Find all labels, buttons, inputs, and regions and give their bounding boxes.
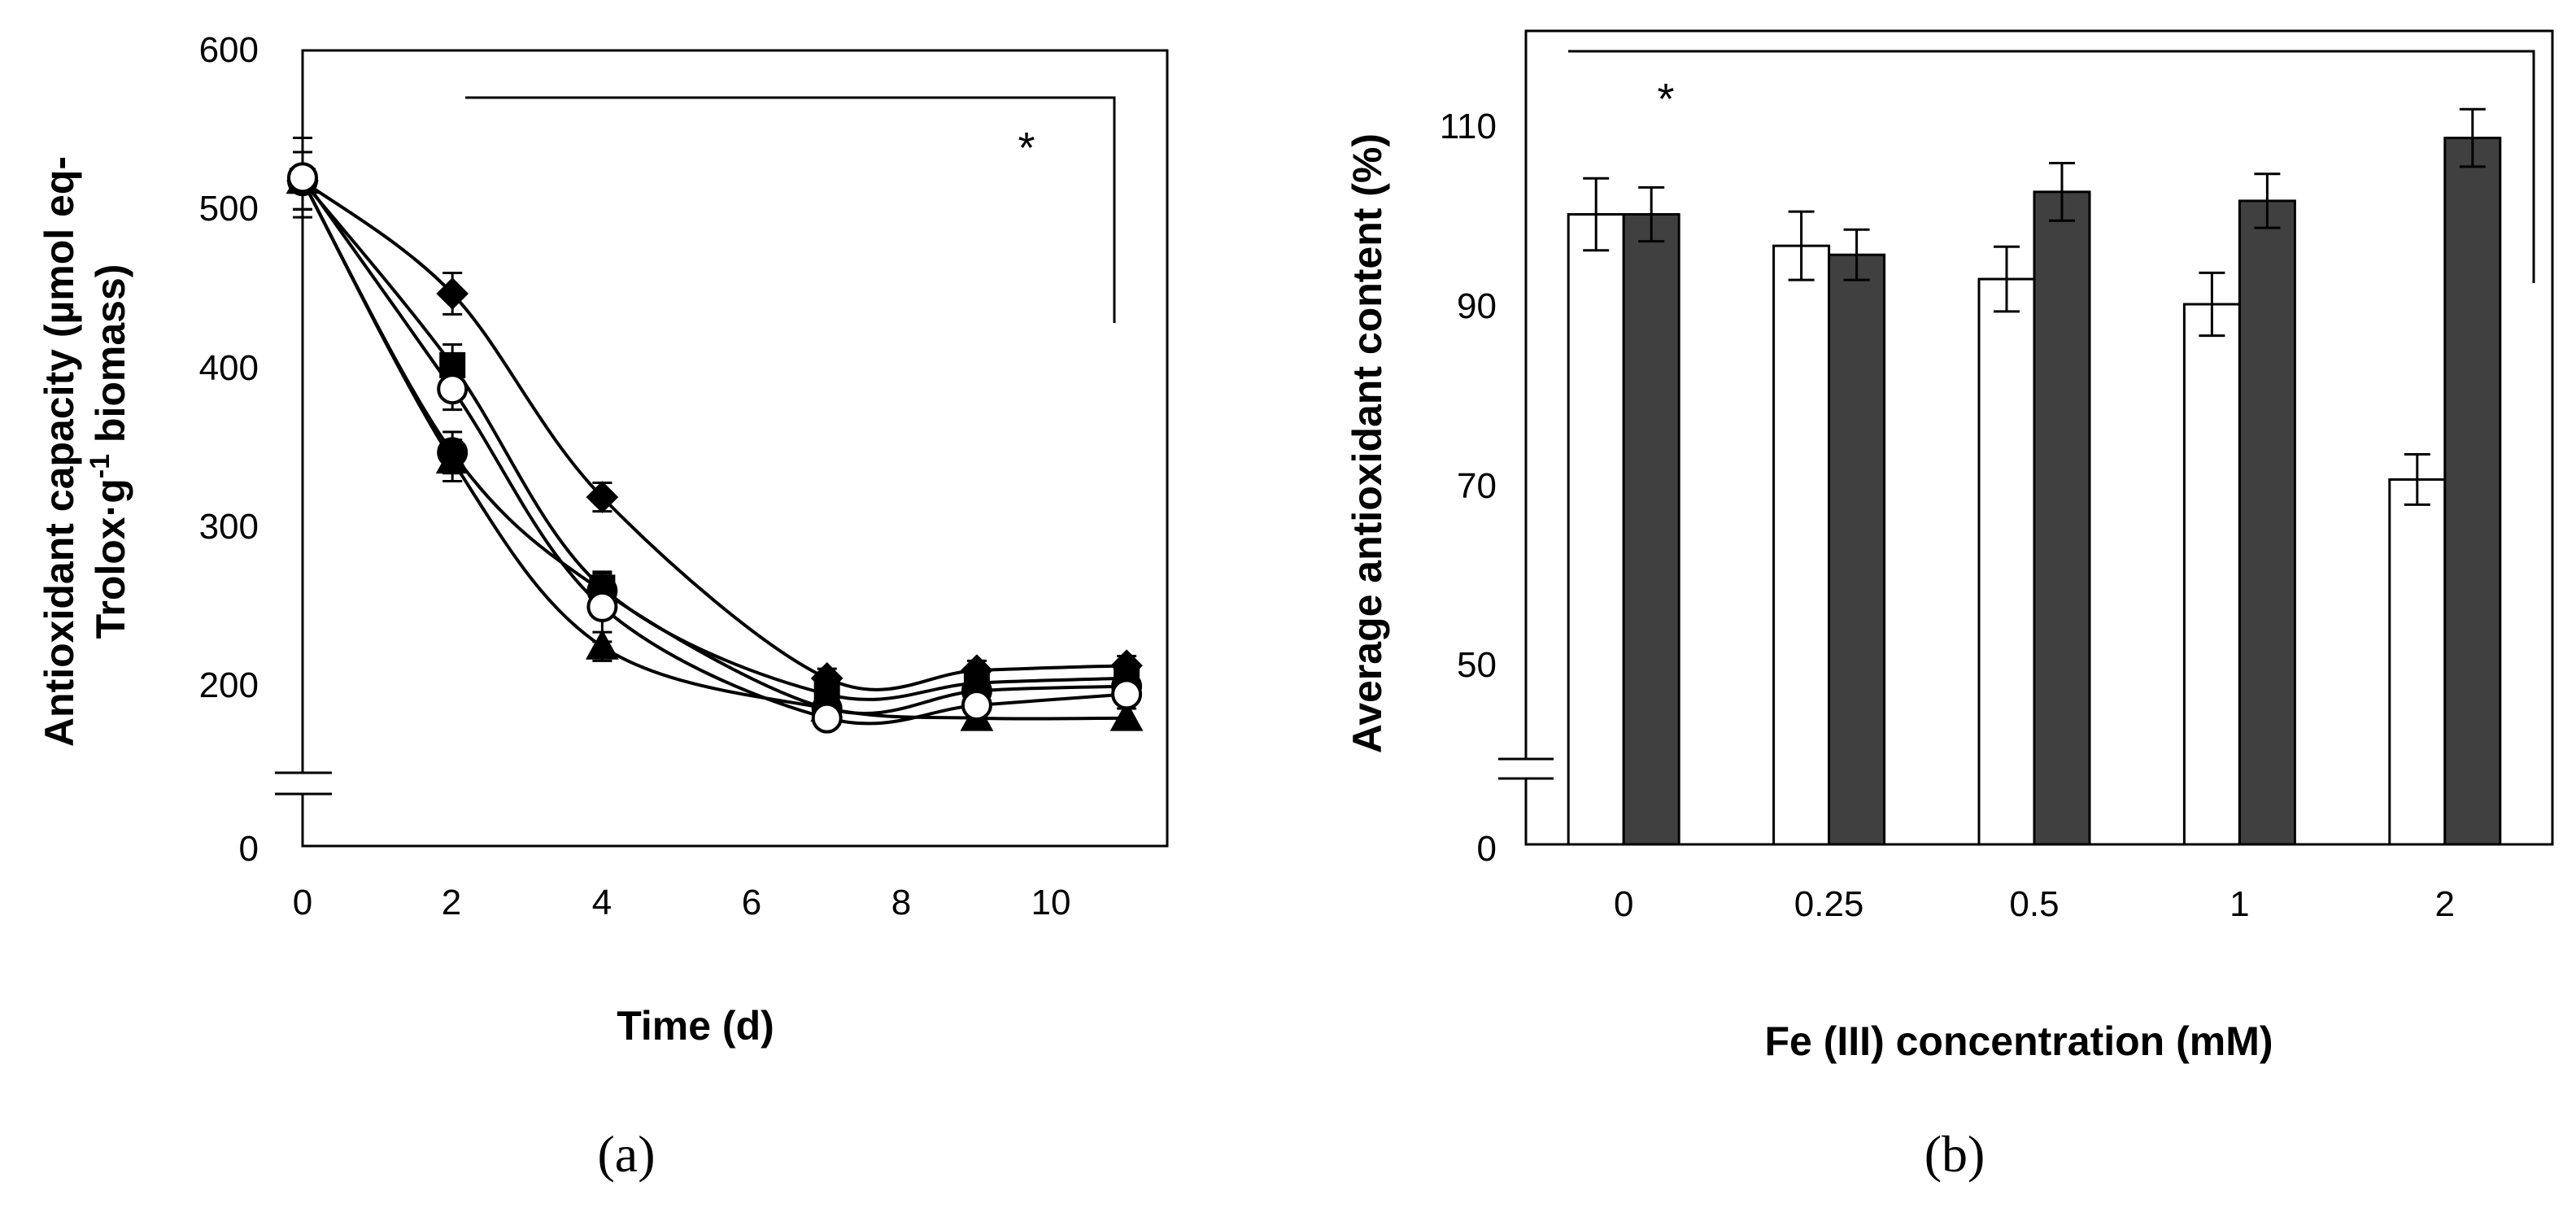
x-tick-a-4: 4 bbox=[592, 883, 612, 922]
y-tick-a-600: 600 bbox=[199, 30, 259, 70]
significance-bracket-a bbox=[465, 96, 1116, 323]
axis-break-a bbox=[275, 773, 332, 794]
bar-b-0-2 bbox=[1977, 277, 2036, 846]
y-axis-label-a-line2: Trolox·g-1 biomass) bbox=[85, 264, 133, 639]
error-bar-b-0-0 bbox=[1583, 177, 1610, 252]
x-tick-b-4: 2 bbox=[2435, 884, 2455, 924]
y-tick-a-200: 200 bbox=[199, 665, 259, 705]
x-tick-b-0: 0 bbox=[1614, 884, 1633, 924]
marker-a-4-5 bbox=[1109, 700, 1144, 731]
marker-a-0-2 bbox=[586, 481, 619, 513]
bar-b-1-4 bbox=[2443, 137, 2502, 846]
marker-a-4-2 bbox=[586, 629, 619, 660]
bar-b-0-4 bbox=[2388, 478, 2447, 846]
series-line-a-0 bbox=[301, 179, 1127, 691]
marker-a-1-1 bbox=[439, 351, 466, 378]
x-tick-a-10: 10 bbox=[1031, 883, 1071, 922]
bar-b-0-0 bbox=[1567, 213, 1625, 846]
x-tick-b-3: 1 bbox=[2229, 884, 2249, 924]
bar-b-1-2 bbox=[2033, 190, 2091, 846]
error-bar-b-1-2 bbox=[2049, 162, 2075, 222]
marker-a-3-0 bbox=[287, 162, 318, 194]
series-line-a-4 bbox=[301, 180, 1127, 721]
y-tick-a-0: 0 bbox=[239, 829, 259, 869]
error-bar-b-1-4 bbox=[2459, 107, 2486, 168]
y-axis-label-b: Average antioxidant content (%) bbox=[1345, 133, 1390, 753]
error-bar-b-0-2 bbox=[1994, 245, 2020, 313]
y-axis-label-a-sup: -1 bbox=[85, 454, 116, 478]
bar-b-1-1 bbox=[1828, 253, 1886, 846]
marker-a-3-2 bbox=[586, 591, 618, 622]
error-bar-b-0-1 bbox=[1788, 210, 1815, 281]
y-axis-label-a-line1: Antioxidant capacity (µmol eq- bbox=[37, 156, 82, 747]
error-bar-b-0-4 bbox=[2404, 453, 2430, 506]
marker-a-3-5 bbox=[1111, 678, 1143, 710]
x-tick-b-2: 0.5 bbox=[2009, 884, 2059, 924]
series-line-a-3 bbox=[301, 177, 1127, 726]
x-tick-a-6: 6 bbox=[742, 883, 761, 922]
y-axis-label-a-line2-part1: Trolox·g bbox=[88, 478, 133, 639]
significance-bracket-b bbox=[1568, 50, 2535, 283]
bar-b-1-3 bbox=[2238, 199, 2296, 846]
significance-star-a: * bbox=[1018, 124, 1035, 172]
chart-a: 600 500 400 300 200 0 0 2 4 6 8 10 * Tim… bbox=[37, 30, 1169, 1183]
y-tick-b-110: 110 bbox=[1440, 107, 1497, 146]
marker-a-3-4 bbox=[961, 690, 992, 722]
y-axis-label-a-line2-part2: biomass) bbox=[88, 264, 133, 454]
y-tick-a-400: 400 bbox=[199, 348, 259, 388]
x-tick-b-1: 0.25 bbox=[1794, 884, 1864, 924]
marker-a-3-3 bbox=[811, 702, 843, 734]
y-tick-a-300: 300 bbox=[199, 507, 259, 547]
bar-b-1-0 bbox=[1622, 213, 1680, 846]
x-tick-a-8: 8 bbox=[891, 883, 911, 922]
plot-frame-a bbox=[301, 49, 1169, 848]
marker-a-4-1 bbox=[435, 443, 469, 474]
panel-label-b: (b) bbox=[1924, 1125, 1985, 1183]
y-tick-a-500: 500 bbox=[199, 189, 259, 229]
x-tick-a-0: 0 bbox=[293, 883, 312, 922]
marker-a-3-1 bbox=[437, 373, 469, 405]
chart-b: 110 90 70 50 0 * 0 0.25 0.5 1 2 Fe (III) con… bbox=[1345, 29, 2554, 1183]
y-tick-b-90: 90 bbox=[1457, 286, 1497, 326]
significance-star-b: * bbox=[1657, 75, 1674, 124]
x-tick-a-2: 2 bbox=[442, 883, 461, 922]
error-bar-b-1-3 bbox=[2254, 172, 2281, 229]
series-line-a-1 bbox=[301, 179, 1127, 701]
series-layer-b bbox=[1567, 107, 2502, 846]
bar-b-0-3 bbox=[2182, 303, 2241, 846]
series-layer-a bbox=[285, 136, 1144, 734]
y-tick-b-0: 0 bbox=[1477, 829, 1497, 869]
marker-a-0-1 bbox=[436, 277, 469, 310]
x-axis-label-b: Fe (III) concentration (mM) bbox=[1765, 1018, 2273, 1064]
series-line-a-2 bbox=[301, 180, 1127, 716]
error-bar-b-1-0 bbox=[1638, 185, 1665, 243]
error-bar-b-1-1 bbox=[1843, 228, 1870, 281]
y-tick-b-70: 70 bbox=[1457, 466, 1497, 506]
x-axis-label-a: Time (d) bbox=[617, 1003, 774, 1049]
y-tick-b-50: 50 bbox=[1457, 645, 1497, 685]
axis-break-b bbox=[1498, 759, 1554, 778]
panel-label-a: (a) bbox=[597, 1125, 655, 1183]
error-bar-b-0-3 bbox=[2199, 271, 2225, 338]
x-ticks-layer-b: 0 0.25 0.5 1 2 bbox=[1614, 884, 2455, 924]
bar-b-0-1 bbox=[1772, 244, 1831, 846]
